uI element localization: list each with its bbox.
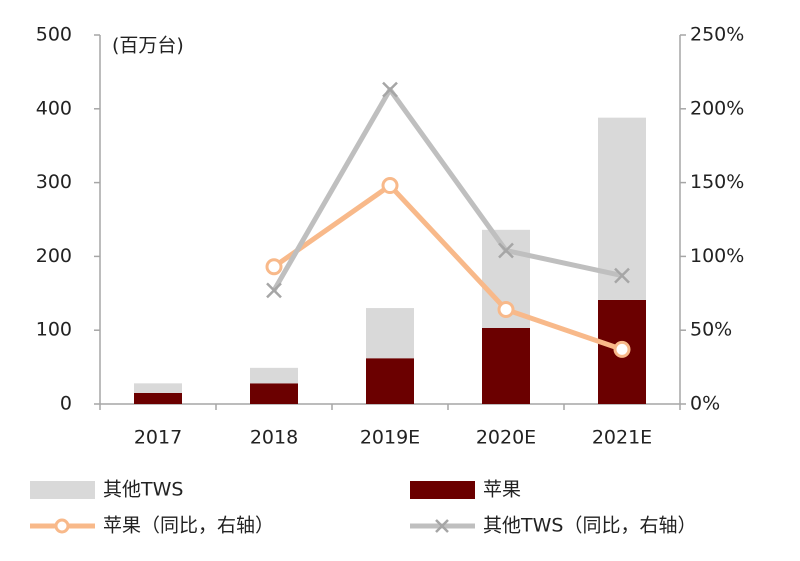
- legend-swatch: [30, 481, 95, 499]
- x-tick-label: 2020E: [476, 427, 536, 449]
- y-tick-label: 400: [36, 97, 72, 119]
- y-tick-label: 300: [36, 171, 72, 193]
- line: [271, 87, 623, 292]
- y-tick-label: 0: [60, 393, 72, 415]
- bar: [598, 117, 646, 300]
- x-tick-label: 2021E: [592, 427, 652, 449]
- y-tick-label: 200: [36, 245, 72, 267]
- line-marker: [614, 267, 630, 284]
- y-tick-label: 500: [36, 24, 72, 46]
- legend-marker: [435, 519, 449, 533]
- bar: [366, 358, 414, 404]
- legend-swatch: [410, 481, 475, 499]
- line-marker: [498, 242, 514, 259]
- x-tick-label: 2017: [134, 427, 182, 449]
- line-marker: [381, 177, 399, 195]
- y2-tick-label: 250%: [690, 24, 744, 46]
- line: [272, 183, 623, 352]
- line-marker: [497, 301, 515, 319]
- x-tick-label: 2018: [250, 427, 298, 449]
- line-marker: [265, 258, 283, 276]
- y-tick-label: 100: [36, 319, 72, 341]
- y2-tick-label: 0%: [690, 393, 720, 415]
- line-marker: [382, 81, 398, 98]
- bar: [366, 308, 414, 359]
- y2-tick-label: 200%: [690, 97, 744, 119]
- line-marker: [613, 340, 631, 358]
- legend-label: 其他TWS（同比，右轴）: [483, 515, 696, 537]
- legend-marker: [54, 518, 70, 534]
- legend-label: 苹果: [483, 479, 521, 501]
- bar: [134, 383, 182, 393]
- unit-annotation: (百万台): [112, 35, 184, 57]
- line-marker: [266, 282, 282, 299]
- y2-tick-label: 150%: [690, 171, 744, 193]
- bar: [134, 392, 182, 404]
- legend-label: 其他TWS: [103, 479, 183, 501]
- bar: [482, 327, 530, 404]
- y2-tick-label: 100%: [690, 245, 744, 267]
- legend-label: 苹果（同比，右轴）: [103, 515, 274, 537]
- y2-tick-label: 50%: [690, 319, 732, 341]
- bar: [250, 367, 298, 384]
- x-tick-label: 2019E: [360, 427, 420, 449]
- bar: [250, 383, 298, 404]
